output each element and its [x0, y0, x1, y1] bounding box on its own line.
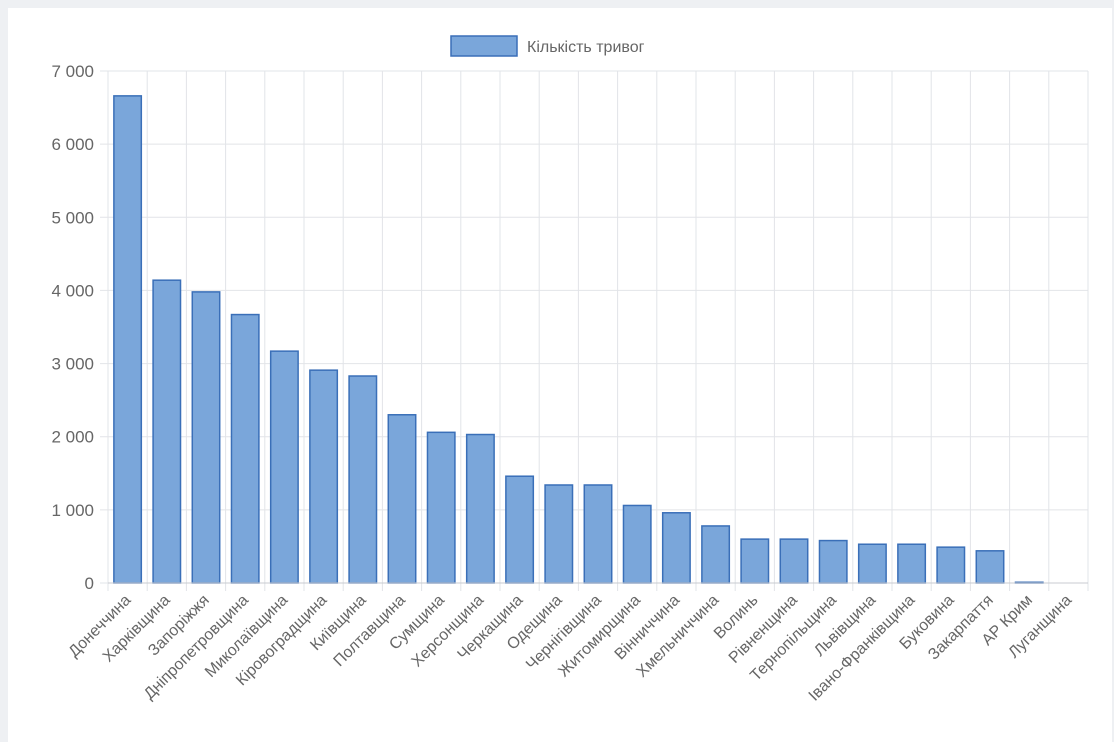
- chart-panel: 0 1 000 2 000 3 000 4 000 5 000 6 000 7 000 Дон…: [8, 8, 1112, 742]
- bar[interactable]: [309, 369, 339, 584]
- y-tick-label: 0: [85, 574, 94, 593]
- bar[interactable]: [857, 543, 887, 584]
- y-axis: 0 1 000 2 000 3 000 4 000 5 000 6 000 7 000: [51, 62, 94, 593]
- bar[interactable]: [152, 279, 182, 584]
- bar-chart: 0 1 000 2 000 3 000 4 000 5 000 6 000 7 000 Дон…: [51, 35, 1089, 705]
- bar[interactable]: [818, 539, 848, 584]
- bar[interactable]: [191, 291, 221, 584]
- bar[interactable]: [936, 546, 966, 584]
- y-tick-label: 1 000: [51, 501, 94, 520]
- bar[interactable]: [426, 431, 456, 584]
- y-tick-label: 7 000: [51, 62, 94, 81]
- bar[interactable]: [348, 375, 378, 584]
- y-tick-label: 4 000: [51, 281, 94, 300]
- bar[interactable]: [661, 512, 691, 584]
- grid-lines: [100, 70, 1089, 591]
- y-tick-label: 5 000: [51, 208, 94, 227]
- y-tick-label: 6 000: [51, 135, 94, 154]
- bars: [113, 95, 1044, 584]
- bar[interactable]: [779, 538, 809, 584]
- bar[interactable]: [701, 525, 731, 584]
- bar[interactable]: [622, 504, 652, 584]
- bar[interactable]: [975, 550, 1005, 584]
- bar[interactable]: [505, 475, 535, 584]
- y-tick-label: 3 000: [51, 355, 94, 374]
- bar[interactable]: [387, 414, 417, 584]
- bar[interactable]: [740, 538, 770, 584]
- bar[interactable]: [583, 484, 613, 584]
- x-axis: ДонеччинаХарківщинаЗапоріжжяДніпропетров…: [66, 582, 1088, 705]
- bar[interactable]: [230, 313, 260, 584]
- bar[interactable]: [897, 543, 927, 584]
- legend-label[interactable]: Кількість тривог: [527, 39, 645, 56]
- bar[interactable]: [269, 350, 299, 584]
- bar[interactable]: [544, 484, 574, 584]
- bar[interactable]: [113, 95, 143, 584]
- y-tick-label: 2 000: [51, 428, 94, 447]
- bar[interactable]: [465, 433, 495, 584]
- legend-swatch[interactable]: [450, 35, 518, 57]
- legend[interactable]: Кількість тривог: [450, 35, 645, 57]
